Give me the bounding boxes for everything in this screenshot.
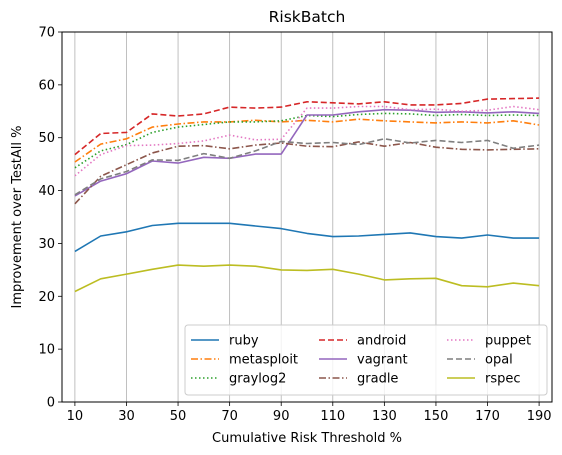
legend-label-rspec: rspec [485,372,521,387]
x-tick-label: 170 [475,409,500,424]
x-tick-label: 150 [424,409,449,424]
x-tick-label: 10 [67,409,84,424]
legend-label-android: android [357,334,406,349]
legend-label-gradle: gradle [357,372,398,387]
x-tick-label: 70 [221,409,238,424]
y-tick-label: 0 [47,396,55,411]
y-tick-label: 20 [38,290,55,305]
series-line-metasploit [74,118,540,163]
x-axis-label: Cumulative Risk Threshold % [212,431,402,446]
series-line-opal [74,138,540,196]
series-line-android [74,97,540,156]
y-tick-label: 50 [38,131,55,146]
plot-frame [61,31,553,403]
series-lines [74,97,540,293]
x-tick-label: 130 [372,409,397,424]
x-tick-label: 110 [320,409,345,424]
legend-label-graylog2: graylog2 [229,372,286,387]
series-line-ruby [74,222,540,253]
legend-label-vagrant: vagrant [357,353,408,368]
y-axis-ticks: 0 10 20 30 40 50 60 70 [38,26,62,411]
y-tick-label: 10 [38,343,55,358]
y-tick-label: 60 [38,78,55,93]
x-tick-label: 50 [170,409,187,424]
series-line-graylog2 [74,112,540,169]
legend: ruby metasploit graylog2 android vagrant grad… [184,324,548,396]
legend-label-metasploit: metasploit [229,353,298,368]
y-tick-label: 70 [38,26,55,41]
series-line-rspec [74,264,540,293]
series-line-gradle [74,141,540,205]
x-tick-label: 190 [527,409,552,424]
legend-label-puppet: puppet [485,334,531,349]
legend-label-ruby: ruby [229,334,259,349]
x-tick-label: 90 [273,409,290,424]
y-axis-label: Improvement over TestAll % [10,126,25,309]
x-axis-ticks: 10 30 50 70 90 110 130 150 170 190 [67,402,552,424]
y-tick-label: 40 [38,184,55,199]
y-tick-label: 30 [38,237,55,252]
series-line-puppet [74,105,540,177]
chart-title: RiskBatch [269,8,346,26]
legend-label-opal: opal [485,353,513,368]
x-tick-label: 30 [118,409,135,424]
